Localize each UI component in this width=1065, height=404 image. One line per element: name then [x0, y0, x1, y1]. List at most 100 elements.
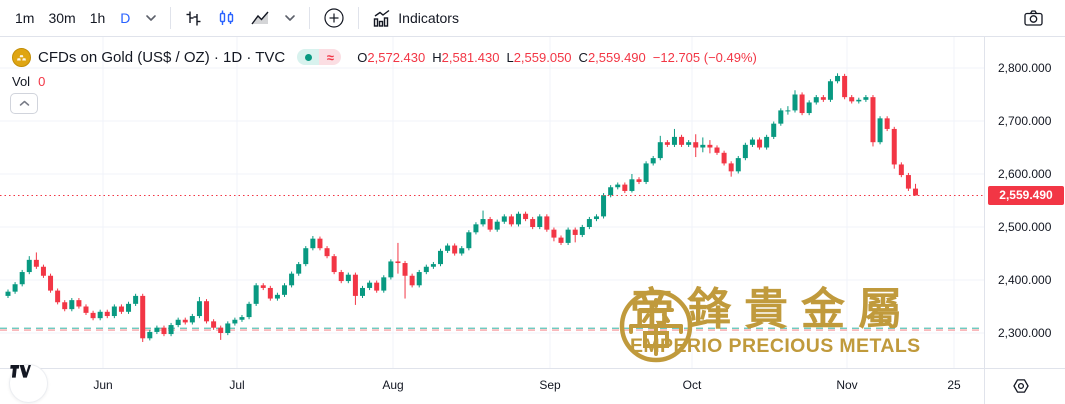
candle-body — [856, 99, 862, 102]
high-value: 2,581.430 — [441, 49, 500, 65]
approx-icon: ≈ — [326, 49, 334, 65]
compare-add-button[interactable] — [316, 4, 352, 32]
market-status-pills[interactable]: ≈ — [297, 49, 342, 65]
close-label: C — [578, 49, 588, 65]
candle-body — [289, 273, 295, 286]
toolbar-separator — [309, 7, 311, 29]
candle-body — [55, 290, 61, 303]
candle-body — [601, 195, 607, 217]
symbol-title[interactable]: CFDs on Gold (US$ / OZ) · 1D · TVC — [38, 48, 286, 66]
candle-body — [381, 277, 387, 291]
candle-body — [693, 142, 699, 148]
candle-body — [806, 102, 812, 114]
price-axis-label: 2,400.000 — [998, 273, 1052, 287]
plus-circle-icon — [323, 7, 345, 29]
tradingview-logo[interactable] — [9, 364, 48, 403]
screenshot-button[interactable] — [1016, 4, 1051, 32]
candle-body — [12, 284, 18, 292]
candle-body — [168, 325, 174, 335]
candle-body — [820, 97, 826, 100]
candle-body — [742, 144, 748, 159]
candle-body — [253, 285, 259, 304]
candle-body — [537, 216, 543, 227]
interval-button-1h[interactable]: 1h — [89, 10, 106, 26]
candle-body — [480, 219, 486, 225]
price-chart-canvas[interactable] — [0, 37, 984, 368]
price-scale[interactable]: 2,800.000 2,700.000 2,600.000 2,500.000 2,40… — [984, 37, 1065, 368]
time-axis-label: Aug — [382, 378, 404, 392]
high-label: H — [432, 49, 442, 65]
last-price-badge: 2,559.490 — [988, 185, 1064, 205]
interval-button-1m[interactable]: 1m — [15, 10, 35, 26]
interval-button-30m[interactable]: 30m — [48, 10, 76, 26]
candle-body — [771, 123, 777, 137]
candle-body — [913, 188, 919, 196]
low-value: 2,559.050 — [513, 49, 572, 65]
candle-body — [778, 110, 784, 124]
area-chart-type-button[interactable] — [243, 4, 277, 32]
bar-chart-type-button[interactable] — [177, 4, 210, 32]
time-scale[interactable]: Jun Jul Aug Sep Oct Nov 25 — [0, 368, 1065, 404]
close-value: 2,559.490 — [587, 49, 646, 65]
candle-body — [303, 248, 309, 265]
candle-body — [679, 136, 685, 145]
candle-body — [863, 97, 869, 100]
price-axis-label: 2,800.000 — [998, 61, 1052, 75]
toolbar-separator — [170, 7, 172, 29]
candle-body — [905, 175, 911, 189]
candle-body — [48, 275, 54, 291]
candle-body — [827, 81, 833, 100]
price-axis-label: 2,700.000 — [998, 114, 1052, 128]
price-axis-label: 2,500.000 — [998, 220, 1052, 234]
change-value: −12.705 (−0.49%) — [652, 49, 757, 65]
candle-body — [90, 312, 96, 319]
interval-group: 1m 30m 1h D — [8, 4, 164, 32]
candle-body — [579, 227, 585, 235]
candle-body — [735, 158, 741, 172]
market-status-dot-icon — [304, 53, 312, 61]
candle-body — [572, 229, 578, 235]
collapse-pane-button[interactable] — [10, 93, 38, 114]
volume-value: 0 — [38, 74, 46, 89]
candle-body — [671, 136, 677, 145]
candle-body — [26, 259, 32, 273]
candle-body — [650, 158, 656, 164]
candle-body — [310, 238, 316, 249]
candlestick-type-button[interactable] — [210, 4, 243, 32]
candle-body — [643, 163, 649, 182]
market-status-pill — [297, 49, 320, 65]
interval-button-1d[interactable]: D — [120, 10, 131, 26]
candle-body — [19, 272, 25, 285]
indicators-button[interactable]: Indicators — [365, 4, 466, 32]
candle-body — [636, 179, 642, 182]
candle-body — [523, 213, 529, 220]
candle-body — [331, 256, 337, 273]
axis-corner-separator — [984, 369, 985, 404]
candle-body — [140, 295, 146, 339]
candle-body — [764, 136, 770, 148]
area-chart-type-icon — [250, 9, 270, 27]
candle-body — [664, 142, 670, 145]
top-toolbar: 1m 30m 1h D — [0, 0, 1065, 37]
chart-pane[interactable]: 帝鋒貴金屬 EMPERIO PRECIOUS METALS — [0, 37, 984, 403]
candle-body — [83, 306, 89, 313]
candle-body — [721, 152, 727, 164]
settings-gear-icon[interactable] — [1011, 376, 1031, 399]
interval-dropdown-button[interactable] — [138, 4, 164, 32]
candle-body — [799, 94, 805, 114]
candle-body — [558, 237, 564, 243]
candle-body — [246, 303, 252, 318]
candle-body — [126, 303, 132, 312]
camera-icon — [1023, 9, 1044, 27]
volume-label: Vol — [12, 74, 31, 89]
candle-body — [898, 164, 904, 176]
candle-body — [473, 224, 479, 233]
candle-body — [189, 316, 195, 323]
open-value: 2,572.430 — [367, 49, 426, 65]
toolbar-separator — [358, 7, 360, 29]
candle-body — [835, 75, 841, 82]
chart-type-dropdown-button[interactable] — [277, 4, 303, 32]
candle-body — [813, 97, 819, 103]
candle-body — [728, 163, 734, 172]
